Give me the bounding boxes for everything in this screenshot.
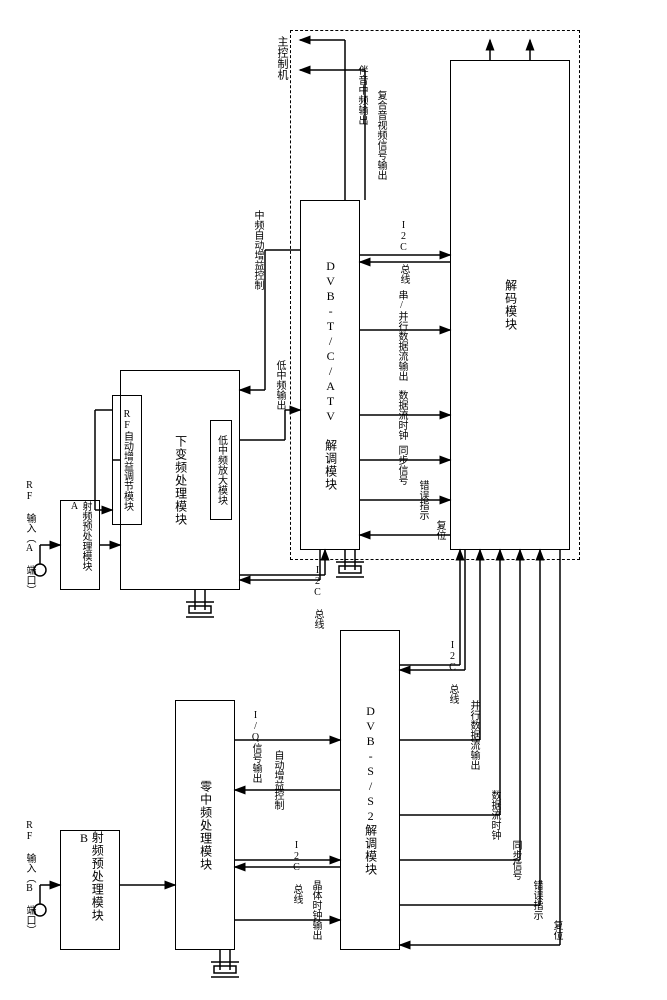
zero-if-text: 零中频处理模块 (198, 780, 211, 871)
if-agc-label: 中频自动增益控制 (250, 210, 265, 290)
dvb-tc-atv-text: DVB-T/C/ATV 解调模块 (323, 259, 336, 491)
p-data-label: 并行数据流输出 (466, 700, 481, 770)
rf-pre-a-text: 射频预处理模块 A (69, 501, 91, 589)
sp-data-label: 串/并行数据流输出 (394, 290, 409, 381)
sync2-label: 同步信号 (508, 840, 523, 880)
rf-in-a-label: RF 输入（A 端口） (22, 480, 37, 595)
rf-agc-block: RF自动增益调节模块 (112, 395, 142, 525)
low-if-amp-block: 低中频放大模块 (210, 420, 232, 520)
downconv-text: 下变频处理模块 (173, 435, 186, 526)
comp-av-label: 复合音视频信号输出 (373, 90, 388, 180)
rf-agc-text: RF自动增益调节模块 (122, 409, 133, 511)
decode-block: 解码模块 (450, 60, 570, 550)
zero-if-block: 零中频处理模块 (175, 700, 235, 950)
iq-out-label: I/Q信号输出 (248, 710, 263, 783)
decode-text: 解码模块 (503, 279, 516, 331)
sync-label: 同步信号 (394, 445, 409, 485)
low-if-out-label: 低中频输出 (272, 360, 287, 410)
rf-pre-a-block: 射频预处理模块 A (60, 500, 100, 590)
i2c-label-4: I2C 总线 (445, 640, 460, 704)
rf-in-b-label: RF 输入（B 端口） (22, 820, 37, 935)
rf-pre-b-text: 射频预处理模块 B (77, 831, 103, 949)
dvb-tc-atv-block: DVB-T/C/ATV 解调模块 (300, 200, 360, 550)
data-clk2-label: 数据流时钟 (487, 790, 502, 840)
err-label: 错误指示 (415, 480, 430, 520)
i2c-label-3: I2C 总线 (289, 840, 304, 904)
reset-label: 复位 (432, 520, 447, 540)
i2c-label-2: I2C 总线 (396, 220, 411, 284)
dvb-s-text: DVB-S/S2解调模块 (363, 704, 376, 876)
host-label: 主控制机 (274, 36, 290, 80)
rf-pre-b-block: 射频预处理模块 B (60, 830, 120, 950)
agc2-label: 自动增益控制 (270, 750, 285, 810)
data-clk-label: 数据流时钟 (394, 390, 409, 440)
ac-if-label: 伴音中频输出 (354, 65, 369, 125)
dvb-s-block: DVB-S/S2解调模块 (340, 630, 400, 950)
err2-label: 错误指示 (529, 880, 544, 920)
i2c-label-1: I2C 总线 (310, 565, 325, 629)
low-if-amp-text: 低中频放大模块 (216, 435, 227, 505)
xtal-label: 晶体时钟输出 (308, 880, 323, 940)
reset2-label: 复位 (549, 920, 564, 940)
